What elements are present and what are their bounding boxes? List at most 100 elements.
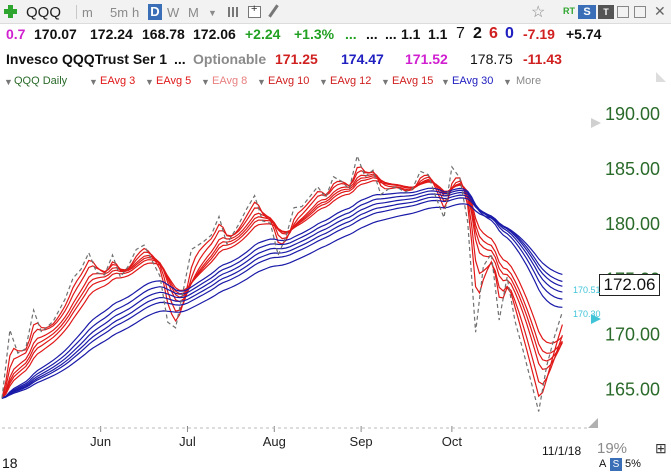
chevron-down-icon[interactable]: ▼: [503, 77, 512, 87]
chevron-down-icon[interactable]: ▼: [441, 77, 450, 87]
chevron-down-icon[interactable]: ▼: [4, 77, 13, 87]
t-icon[interactable]: T: [598, 5, 614, 19]
close-icon[interactable]: ✕: [654, 3, 666, 19]
legend-ema30[interactable]: EAvg 30: [452, 75, 494, 87]
y-tick-label: 180.00: [605, 214, 660, 234]
legend-ema5[interactable]: EAvg 5: [156, 75, 192, 87]
x-tick-label: Oct: [442, 434, 463, 449]
chevron-down-icon[interactable]: ▼: [89, 77, 98, 87]
legend-ema12[interactable]: EAvg 12: [330, 75, 372, 87]
chevron-down-icon[interactable]: ▼: [381, 77, 390, 87]
ema-line-40: [1, 191, 563, 399]
timeframe-m[interactable]: m: [82, 5, 93, 20]
quote-dots-1: ...: [345, 26, 357, 42]
legend-more[interactable]: More: [516, 75, 542, 87]
chevron-down-icon[interactable]: ▼: [208, 8, 217, 18]
name-v5: -11.43: [523, 51, 562, 67]
current-price-box: 172.06: [599, 274, 660, 296]
name-v4: 178.75: [470, 51, 513, 67]
realtime-icon[interactable]: RT: [563, 6, 575, 16]
security-name: Invesco QQQTrust Ser 1: [6, 51, 168, 67]
ema-line-35: [1, 189, 563, 399]
star-icon[interactable]: ☆: [531, 4, 546, 21]
name-v1: 171.25: [275, 51, 318, 67]
x-tick-label: Sep: [350, 434, 373, 449]
quote-row: 0.7 170.07 172.24 168.78 172.06 +2.24 +1…: [0, 25, 671, 46]
bottom-bar: 18 11/1/18 19% ⊞ A S 5%: [0, 440, 671, 476]
percent-label: 19%: [597, 440, 628, 457]
quote-change-pct: +1.3%: [294, 26, 335, 42]
separator: [76, 5, 77, 19]
name-row: Invesco QQQTrust Ser 1 ... Optionable 17…: [0, 51, 671, 71]
x-tick-label: Jun: [90, 434, 111, 449]
quote-v1: 1.1: [401, 26, 421, 42]
legend: ▼ QQQ Daily ▼ EAvg 3 ▼ EAvg 5 ▼ EAvg 8 ▼…: [0, 75, 600, 91]
y-tick-label: 170.00: [605, 324, 660, 344]
add-study-icon[interactable]: [248, 3, 261, 18]
y-tick-label: 165.00: [605, 379, 660, 399]
ema-line-45: [1, 194, 563, 399]
quote-close: 172.06: [193, 26, 236, 42]
optionable-label: Optionable: [193, 51, 267, 67]
scale-pct: 5%: [625, 458, 641, 470]
expand-icon[interactable]: [656, 72, 666, 82]
price-line: [1, 153, 563, 412]
resize-corner-icon[interactable]: [588, 418, 598, 428]
ema-line-60: [1, 203, 563, 399]
s-icon[interactable]: S: [578, 5, 596, 19]
minimize-icon[interactable]: [617, 6, 629, 18]
timeframe-5m[interactable]: 5m: [110, 5, 129, 20]
auto-scale-button[interactable]: A: [599, 458, 607, 470]
add-symbol-icon[interactable]: [4, 5, 17, 18]
scale-icon[interactable]: ⊞: [655, 440, 667, 456]
legend-ema15[interactable]: EAvg 15: [392, 75, 434, 87]
ema-tag-2: 170.30: [573, 309, 601, 319]
name-v2: 174.47: [341, 51, 384, 67]
y-tick-label: 190.00: [605, 104, 660, 124]
toolbar: QQQ m 5m h D W M ▼ ☆ RT S T ✕: [0, 0, 671, 24]
x-tick-label: Jul: [179, 434, 196, 449]
timeframe-h[interactable]: h: [132, 5, 140, 20]
chevron-down-icon[interactable]: ▼: [257, 77, 266, 87]
ema-marker-icon: [591, 314, 601, 324]
ema-line-5: [1, 170, 563, 399]
ema-line-30: [1, 187, 563, 399]
ema-line-8: [1, 173, 563, 399]
year-label: 18: [2, 455, 18, 471]
quote-change: +2.24: [245, 26, 281, 42]
quote-c3: 6: [489, 25, 498, 42]
quote-dots-3: ...: [385, 26, 397, 42]
quote-pos: +5.74: [566, 26, 602, 42]
bars-icon[interactable]: [228, 7, 241, 17]
quote-c1: 7: [456, 25, 465, 42]
y-tick-label: 185.00: [605, 159, 660, 179]
ema-tag-1: 170.51: [573, 285, 601, 295]
quote-c2: 2: [473, 25, 482, 42]
legend-ema10[interactable]: EAvg 10: [268, 75, 310, 87]
quote-open: 170.07: [34, 26, 77, 42]
symbol-label[interactable]: QQQ: [26, 4, 62, 21]
maximize-icon[interactable]: [634, 6, 646, 18]
ema-line-50: [1, 197, 563, 399]
quote-v2: 1.1: [428, 26, 448, 42]
timeframe-month[interactable]: M: [188, 5, 199, 20]
timeframe-w[interactable]: W: [167, 5, 180, 20]
quote-high: 172.24: [90, 26, 133, 42]
x-axis: Jun Jul Aug Sep Oct: [2, 426, 590, 449]
quote-low: 168.78: [142, 26, 185, 42]
legend-main[interactable]: QQQ Daily: [14, 75, 68, 87]
name-dots: ...: [174, 51, 186, 67]
chevron-down-icon[interactable]: ▼: [145, 77, 154, 87]
s-scale-button[interactable]: S: [610, 458, 622, 471]
chevron-down-icon[interactable]: ▼: [319, 77, 328, 87]
legend-ema3[interactable]: EAvg 3: [100, 75, 136, 87]
scroll-marker-icon[interactable]: [591, 118, 601, 128]
x-tick-label: Aug: [263, 434, 286, 449]
chevron-down-icon[interactable]: ▼: [201, 77, 210, 87]
legend-ema8[interactable]: EAvg 8: [212, 75, 248, 87]
timeframe-d[interactable]: D: [148, 4, 162, 20]
quote-neg: -7.19: [523, 26, 555, 42]
ema-lines: [1, 166, 563, 399]
